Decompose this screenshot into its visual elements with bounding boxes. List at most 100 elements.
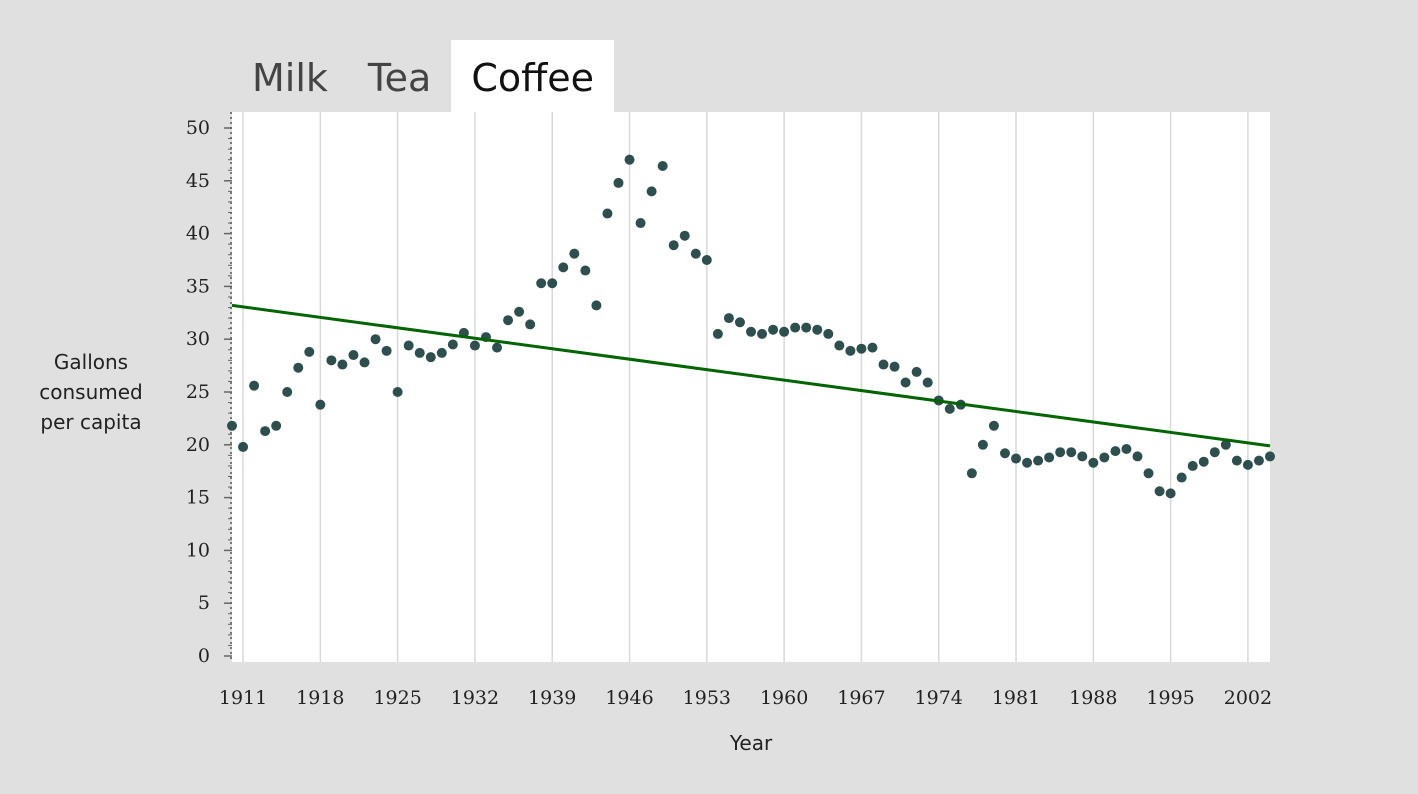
data-point bbox=[723, 313, 734, 324]
data-point bbox=[1022, 457, 1033, 468]
data-point bbox=[392, 387, 403, 397]
data-point bbox=[436, 347, 447, 358]
y-tick-label: 20 bbox=[186, 434, 210, 456]
data-point bbox=[1066, 447, 1077, 458]
y-tick-label: 0 bbox=[198, 645, 210, 667]
tab-bar: Milk Tea Coffee bbox=[232, 40, 615, 112]
data-point bbox=[856, 343, 867, 354]
data-point bbox=[878, 359, 889, 370]
x-tick-label: 1932 bbox=[451, 687, 499, 709]
plot-area bbox=[232, 112, 1270, 662]
x-tick-label: 1960 bbox=[760, 687, 808, 709]
data-point bbox=[635, 218, 646, 229]
data-point bbox=[348, 350, 359, 361]
data-point bbox=[547, 278, 558, 289]
tab-milk[interactable]: Milk bbox=[252, 56, 328, 100]
data-point bbox=[779, 326, 790, 337]
data-point bbox=[503, 315, 514, 326]
data-point bbox=[469, 340, 480, 351]
data-point bbox=[613, 177, 624, 188]
data-point bbox=[1242, 459, 1253, 470]
data-point bbox=[514, 306, 525, 317]
y-axis-title-line: per capita bbox=[40, 410, 142, 434]
data-point bbox=[690, 248, 701, 259]
y-axis-title-line: Gallons bbox=[53, 350, 129, 374]
tab-tea[interactable]: Tea bbox=[367, 56, 432, 100]
data-point bbox=[1198, 456, 1209, 467]
data-point bbox=[260, 426, 271, 437]
x-tick-label: 1974 bbox=[915, 687, 963, 709]
x-tick-label: 1946 bbox=[605, 687, 653, 709]
data-point bbox=[668, 240, 679, 251]
y-axis: 0 5 10 15 20 25 30 35 40 45 50 bbox=[186, 112, 232, 667]
data-point bbox=[889, 361, 900, 372]
x-tick-label: 1981 bbox=[992, 687, 1040, 709]
data-point bbox=[911, 366, 922, 377]
data-point bbox=[1220, 439, 1231, 450]
data-point bbox=[657, 161, 668, 172]
data-point bbox=[492, 342, 503, 353]
data-point bbox=[1165, 488, 1176, 499]
tab-coffee[interactable]: Coffee bbox=[451, 40, 615, 112]
data-point bbox=[679, 230, 690, 241]
y-tick-label: 50 bbox=[186, 117, 210, 139]
data-point bbox=[823, 328, 834, 339]
data-point bbox=[370, 334, 381, 345]
data-point bbox=[1055, 447, 1066, 458]
x-axis: 1911 1918 1925 1932 1939 1946 1953 1960 1967 1974… bbox=[219, 687, 1272, 709]
data-point bbox=[922, 377, 933, 388]
data-point bbox=[1187, 460, 1198, 471]
data-point bbox=[569, 248, 580, 259]
data-point bbox=[536, 278, 547, 289]
data-point bbox=[712, 328, 723, 339]
y-tick-label: 5 bbox=[198, 592, 210, 614]
data-point bbox=[701, 255, 712, 265]
data-point bbox=[238, 441, 249, 452]
x-tick-label: 2002 bbox=[1224, 687, 1272, 709]
x-tick-label: 1918 bbox=[296, 687, 344, 709]
data-point bbox=[746, 326, 756, 337]
data-point bbox=[326, 355, 337, 366]
y-tick-label: 15 bbox=[186, 487, 210, 509]
data-point bbox=[1231, 455, 1242, 466]
trend-line bbox=[231, 303, 1271, 448]
data-point bbox=[271, 420, 282, 431]
data-point bbox=[790, 322, 801, 333]
data-point bbox=[734, 317, 745, 328]
data-point bbox=[1176, 472, 1187, 483]
data-point bbox=[1033, 455, 1044, 466]
data-point bbox=[227, 420, 237, 431]
data-point bbox=[757, 328, 768, 339]
data-point bbox=[602, 208, 613, 219]
data-point bbox=[944, 403, 955, 414]
data-point bbox=[1121, 444, 1132, 455]
data-point bbox=[425, 352, 436, 363]
data-point bbox=[834, 340, 845, 351]
data-point bbox=[337, 359, 348, 370]
data-point bbox=[1132, 451, 1143, 462]
x-tick-label: 1988 bbox=[1069, 687, 1117, 709]
x-tick-label: 1967 bbox=[837, 687, 885, 709]
grid-lines bbox=[242, 112, 1249, 662]
data-point bbox=[900, 377, 911, 388]
data-point bbox=[381, 345, 392, 356]
data-point bbox=[1011, 453, 1022, 464]
data-point bbox=[359, 357, 370, 368]
data-point bbox=[1099, 452, 1110, 463]
y-tick-label: 10 bbox=[186, 539, 210, 561]
x-tick-label: 1953 bbox=[683, 687, 731, 709]
data-points bbox=[227, 154, 1275, 499]
data-point bbox=[1044, 452, 1055, 463]
data-point bbox=[867, 342, 878, 353]
data-point bbox=[977, 439, 988, 450]
data-point bbox=[966, 468, 977, 479]
y-tick-label: 30 bbox=[186, 328, 210, 350]
data-point bbox=[999, 448, 1010, 459]
data-point bbox=[591, 300, 602, 311]
x-tick-label: 1925 bbox=[373, 687, 421, 709]
data-point bbox=[249, 380, 260, 391]
data-point bbox=[988, 420, 999, 431]
x-tick-label: 1911 bbox=[219, 687, 267, 709]
x-tick-label: 1939 bbox=[528, 687, 576, 709]
